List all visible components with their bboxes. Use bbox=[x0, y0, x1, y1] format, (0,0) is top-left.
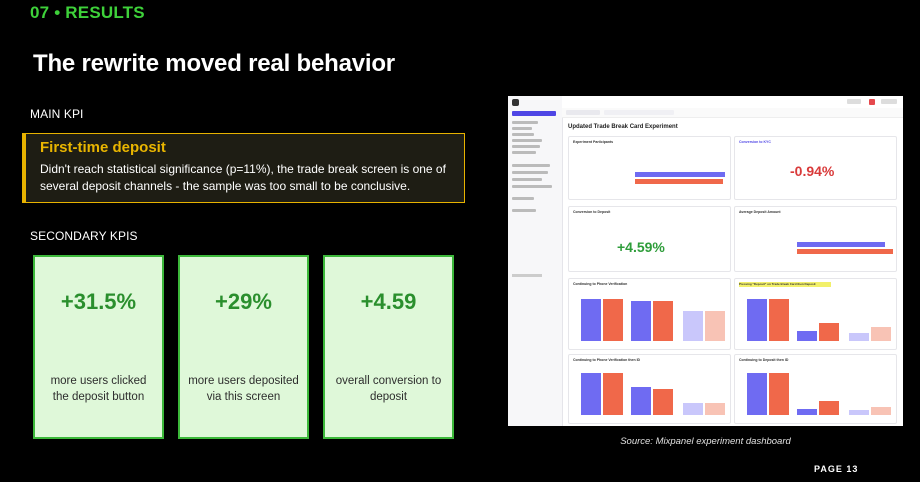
bar-variant bbox=[635, 172, 725, 177]
panel-title: Experiment Participants bbox=[573, 140, 614, 144]
funnel-chart bbox=[745, 373, 895, 415]
share-button bbox=[881, 99, 897, 104]
app-logo-icon bbox=[512, 99, 519, 106]
kpi-description: overall conversion to deposit bbox=[335, 375, 442, 403]
panel-conversion-kyc: Conversion to KYC -0.94% bbox=[734, 136, 897, 200]
kpi-value: +29% bbox=[215, 289, 272, 314]
funnel-bar bbox=[603, 299, 623, 341]
funnel-chart bbox=[579, 299, 729, 341]
section-tag: 07 • RESULTS bbox=[30, 3, 145, 22]
panel-funnel-deposit: Pressing "Deposit" on Trade Break Card t… bbox=[734, 278, 897, 350]
funnel-bar bbox=[653, 301, 673, 341]
kpi-card-clicks: +31.5% more users clicked the deposit bu… bbox=[33, 255, 164, 439]
funnel-bar bbox=[819, 323, 839, 341]
legend-highlight bbox=[739, 282, 831, 287]
panel-title: Continuing to Phone Verification bbox=[573, 282, 628, 286]
sidebar-item bbox=[512, 139, 542, 142]
sidebar-item bbox=[512, 145, 540, 148]
date-range-picker bbox=[566, 110, 600, 115]
sidebar-item bbox=[512, 178, 542, 181]
panel-conversion-deposit: Conversion to Deposit +4.59% bbox=[568, 206, 731, 272]
sidebar-item bbox=[512, 171, 548, 174]
bar-variant bbox=[797, 242, 885, 247]
funnel-bar bbox=[797, 409, 817, 415]
funnel-chart bbox=[745, 299, 895, 341]
funnel-bar bbox=[769, 299, 789, 341]
panel-funnel-id: Continuing to Phone Verification then ID bbox=[568, 354, 731, 424]
funnel-bar bbox=[705, 311, 725, 341]
sidebar-item bbox=[512, 151, 536, 154]
funnel-bar bbox=[849, 333, 869, 341]
image-caption: Source: Mixpanel experiment dashboard bbox=[620, 436, 791, 447]
bar-control bbox=[635, 179, 723, 184]
funnel-bar bbox=[631, 301, 651, 341]
main-kpi-body: Didn't reach statistical significance (p… bbox=[40, 162, 446, 193]
funnel-bar bbox=[747, 299, 767, 341]
funnel-bar bbox=[581, 373, 601, 415]
main-kpi-callout: First-time deposit Didn't reach statisti… bbox=[22, 133, 465, 203]
panel-title: Continuing to Phone Verification then ID bbox=[573, 358, 641, 362]
experiment-title: Updated Trade Break Card Experiment bbox=[568, 124, 678, 130]
panel-title: Average Deposit Amount bbox=[739, 210, 781, 214]
page-title: The rewrite moved real behavior bbox=[33, 50, 395, 77]
sidebar-item bbox=[512, 121, 538, 124]
dashboard-sidebar bbox=[508, 96, 563, 426]
funnel-bar bbox=[653, 389, 673, 415]
sidebar-item bbox=[512, 197, 534, 200]
metric-value-positive: +4.59% bbox=[617, 239, 665, 255]
funnel-bar bbox=[819, 401, 839, 415]
main-kpi-title: First-time deposit bbox=[40, 139, 166, 156]
kpi-value: +4.59 bbox=[360, 289, 417, 314]
funnel-bar bbox=[747, 373, 767, 415]
sidebar-item bbox=[512, 164, 550, 167]
kpi-card-deposits: +29% more users deposited via this scree… bbox=[178, 255, 309, 439]
kpi-description: more users clicked the deposit button bbox=[50, 375, 147, 403]
kpi-value: +31.5% bbox=[60, 289, 137, 314]
sidebar-item bbox=[512, 133, 534, 136]
sidebar-item bbox=[512, 185, 552, 188]
sidebar-footer bbox=[512, 274, 542, 277]
funnel-bar bbox=[683, 403, 703, 415]
funnel-bar bbox=[705, 403, 725, 415]
sidebar-active-item bbox=[512, 111, 556, 116]
sidebar-item bbox=[512, 209, 536, 212]
panel-title: Conversion to KYC bbox=[739, 140, 771, 144]
funnel-bar bbox=[631, 387, 651, 415]
dashboard-screenshot: Updated Trade Break Card Experiment Expe… bbox=[508, 96, 903, 426]
panel-title: Conversion to Deposit bbox=[573, 210, 611, 214]
date-presets bbox=[604, 110, 674, 115]
page-number: PAGE 13 bbox=[814, 464, 859, 474]
funnel-bar bbox=[849, 410, 869, 415]
alert-badge-icon bbox=[869, 99, 875, 105]
sidebar-item bbox=[512, 127, 532, 130]
funnel-bar bbox=[871, 407, 891, 415]
dashboard-filterbar bbox=[562, 108, 903, 118]
funnel-bar bbox=[797, 331, 817, 341]
subscribe-button bbox=[847, 99, 861, 104]
funnel-bar bbox=[871, 327, 891, 341]
panel-participants: Experiment Participants bbox=[568, 136, 731, 200]
funnel-bar bbox=[683, 311, 703, 341]
panel-title: Continuing to Deposit then ID bbox=[739, 358, 789, 362]
kpi-description: more users deposited via this screen bbox=[188, 375, 299, 403]
funnel-chart bbox=[579, 373, 729, 415]
bar-control bbox=[797, 249, 893, 254]
funnel-bar bbox=[769, 373, 789, 415]
funnel-bar bbox=[581, 299, 601, 341]
panel-funnel-deposit-id: Continuing to Deposit then ID bbox=[734, 354, 897, 424]
kpi-card-conversion: +4.59 overall conversion to deposit bbox=[323, 255, 454, 439]
panel-funnel-phone: Continuing to Phone Verification bbox=[568, 278, 731, 350]
main-kpi-label: MAIN KPI bbox=[30, 107, 84, 121]
metric-value-negative: -0.94% bbox=[790, 163, 835, 179]
funnel-bar bbox=[603, 373, 623, 415]
panel-average-deposit: Average Deposit Amount bbox=[734, 206, 897, 272]
panel-title: Pressing "Deposit" on Trade Break Card t… bbox=[739, 282, 816, 286]
secondary-kpi-label: SECONDARY KPIS bbox=[30, 229, 138, 243]
